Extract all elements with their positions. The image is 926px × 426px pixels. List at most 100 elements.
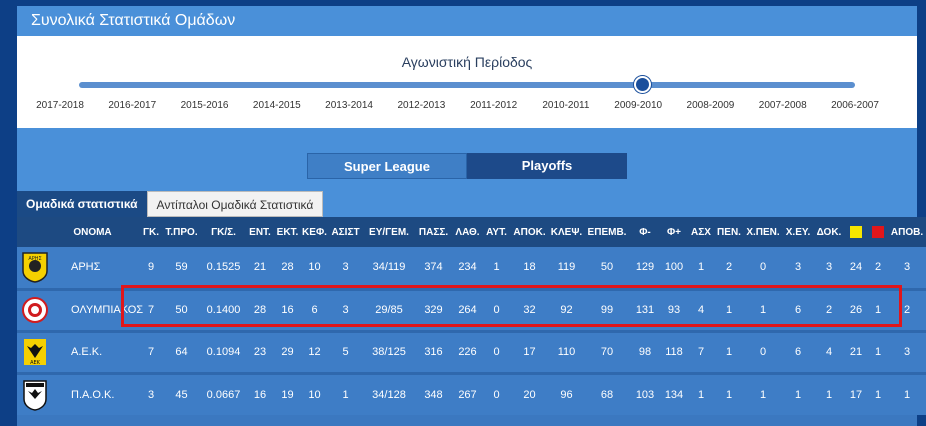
- team-logo-cell: ΑΡΗΣ: [17, 247, 48, 289]
- aris-logo: ΑΡΗΣ: [21, 251, 49, 284]
- stat-cell: 2: [814, 287, 844, 331]
- season-option[interactable]: 2017-2018: [36, 100, 84, 111]
- stat-cell: 3: [888, 329, 926, 373]
- stat-cell: 3: [903, 261, 911, 274]
- stat-cell: 1: [714, 329, 744, 373]
- stat-cell: 226: [452, 329, 483, 373]
- stat-cell: 12: [301, 329, 328, 373]
- team-name[interactable]: ΑΡΗΣ: [71, 261, 101, 274]
- stat-cell: 24: [849, 261, 863, 274]
- season-option[interactable]: 2006-2007: [831, 100, 879, 111]
- stat-cell: 7: [140, 287, 162, 331]
- stat-cell: 28: [281, 261, 294, 274]
- column-header[interactable]: Φ+: [660, 217, 688, 247]
- aek-logo: ΑΕΚ: [21, 336, 49, 368]
- stat-cell: 0: [483, 371, 510, 415]
- table-row[interactable]: ΑΕΚ Α.Ε.Κ. 7 64 0.1094 23 29 12 5 38/125 316 226 0 17…: [17, 329, 926, 373]
- season-option[interactable]: 2008-2009: [686, 100, 735, 111]
- season-option[interactable]: 2015-2016: [180, 100, 229, 111]
- column-header[interactable]: ΕΝΤ.: [246, 217, 274, 247]
- yellow-card-header[interactable]: [844, 217, 868, 247]
- stat-cell: 1: [868, 371, 888, 415]
- table-row[interactable]: Π.Α.Ο.Κ. 3 45 0.0667 16 19 10 1 34/128 348 267 0 20 9…: [17, 371, 926, 415]
- stat-cell: 1: [744, 287, 782, 331]
- team-stats-panel: Συνολικά Στατιστικά Ομάδων Αγωνιστική Πε…: [17, 6, 926, 426]
- column-header[interactable]: ΠΑΣΣ.: [415, 217, 452, 247]
- stat-cell: 23: [246, 329, 274, 373]
- svg-text:ΑΡΗΣ: ΑΡΗΣ: [28, 256, 41, 262]
- stat-cell: 70: [584, 329, 630, 373]
- column-header[interactable]: ΛΑΘ.: [452, 217, 483, 247]
- stat-cell: 19: [274, 371, 301, 415]
- column-header[interactable]: ΑΥΤ.: [483, 217, 510, 247]
- table-header-row: ΟΝΟΜΑ ΓΚ. Τ.ΠΡΟ. ΓΚ/Σ. ΕΝΤ. ΕΚΤ. ΚΕΦ. ΑΣΙΣΤ ΕΥ/Γ…: [17, 217, 926, 247]
- team-name[interactable]: Π.Α.Ο.Κ.: [45, 371, 140, 415]
- stat-cell: 93: [660, 287, 688, 331]
- column-header[interactable]: ΕΚΤ.: [274, 217, 301, 247]
- stat-cell: 7: [688, 329, 714, 373]
- column-header[interactable]: ΚΛΕΨ.: [549, 217, 584, 247]
- olympiacos-logo: [21, 294, 49, 326]
- column-header[interactable]: Χ.ΕΥ.: [782, 217, 814, 247]
- stat-cell: 118: [660, 329, 688, 373]
- season-option[interactable]: 2016-2017: [108, 100, 157, 111]
- table-row[interactable]: ΟΛΥΜΠΙΑΚΟΣ 7 50 0.1400 28 16 6 3 29/85 329 264 0 32 9…: [17, 287, 926, 331]
- column-header[interactable]: ΓΚ.: [140, 217, 162, 247]
- stat-cell: 1: [814, 371, 844, 415]
- stat-cell: 10: [308, 261, 321, 274]
- stat-cell: 3: [140, 371, 162, 415]
- season-option[interactable]: 2010-2011: [542, 100, 590, 111]
- column-header[interactable]: ΕΠΕΜΒ.: [584, 217, 630, 247]
- season-option[interactable]: 2013-2014: [325, 100, 373, 111]
- season-option[interactable]: 2012-2013: [397, 100, 446, 111]
- stat-cell: 9: [147, 261, 155, 274]
- tab-opponents-team-stats[interactable]: Αντίπαλοι Ομαδικά Στατιστικά: [146, 191, 324, 217]
- team-name[interactable]: Α.Ε.Κ.: [45, 329, 140, 373]
- team-logo-cell: [17, 287, 48, 331]
- column-header[interactable]: ΟΝΟΜΑ: [45, 217, 140, 247]
- stat-cell: 119: [557, 261, 576, 274]
- red-card-header[interactable]: [868, 217, 888, 247]
- stat-cell: 1: [868, 329, 888, 373]
- table-row[interactable]: ΑΡΗΣ ΑΡΗΣ 9 59 0.1525 21 28 10 3 34/119 374 234 1 18 1…: [17, 247, 926, 289]
- column-header[interactable]: Χ.ΠΕΝ.: [744, 217, 782, 247]
- season-option[interactable]: 2014-2015: [252, 100, 301, 111]
- stat-cell: 103: [630, 371, 660, 415]
- paok-logo: [21, 379, 49, 411]
- stat-cell: 98: [630, 329, 660, 373]
- stat-cell: 29: [274, 329, 301, 373]
- team-name[interactable]: ΟΛΥΜΠΙΑΚΟΣ: [45, 287, 143, 331]
- season-option[interactable]: 2011-2012: [470, 100, 518, 111]
- column-header[interactable]: ΑΣΙΣΤ: [328, 217, 363, 247]
- stat-cell: 131: [630, 287, 660, 331]
- tab-team-stats[interactable]: Ομαδικά στατιστικά: [17, 191, 147, 217]
- stat-cell: 7: [140, 329, 162, 373]
- stat-cell: 6: [782, 329, 814, 373]
- season-slider-handle[interactable]: [634, 76, 651, 93]
- column-header[interactable]: ΕΥ/ΓΕΜ.: [363, 217, 415, 247]
- column-header[interactable]: ΑΣΧ: [688, 217, 714, 247]
- column-header[interactable]: ΑΠΟΒ.: [888, 217, 926, 247]
- column-header[interactable]: ΓΚ/Σ.: [201, 217, 246, 247]
- team-logo-cell: ΑΕΚ: [17, 329, 46, 373]
- season-option[interactable]: 2007-2008: [758, 100, 807, 111]
- stat-cell: 2: [874, 261, 882, 274]
- stat-cell: 16: [246, 371, 274, 415]
- column-header[interactable]: Τ.ΠΡΟ.: [162, 217, 201, 247]
- stat-cell: 1: [328, 371, 363, 415]
- column-header[interactable]: ΠΕΝ.: [714, 217, 744, 247]
- tab-super-league[interactable]: Super League: [307, 153, 467, 179]
- season-option[interactable]: 2009-2010: [614, 100, 663, 111]
- column-header[interactable]: ΚΕΦ.: [301, 217, 328, 247]
- column-header[interactable]: ΔΟΚ.: [814, 217, 844, 247]
- column-header[interactable]: Φ-: [630, 217, 660, 247]
- stat-cell: 92: [549, 287, 584, 331]
- stat-cell: 21: [253, 261, 267, 274]
- season-slider-track[interactable]: [79, 82, 855, 88]
- column-header[interactable]: ΑΠΟΚ.: [510, 217, 549, 247]
- header-logo-cell: [17, 217, 45, 247]
- stat-cell: 32: [510, 287, 549, 331]
- tab-playoffs[interactable]: Playoffs: [467, 153, 627, 179]
- stat-cell: 17: [844, 371, 868, 415]
- stat-cell: 0: [744, 329, 782, 373]
